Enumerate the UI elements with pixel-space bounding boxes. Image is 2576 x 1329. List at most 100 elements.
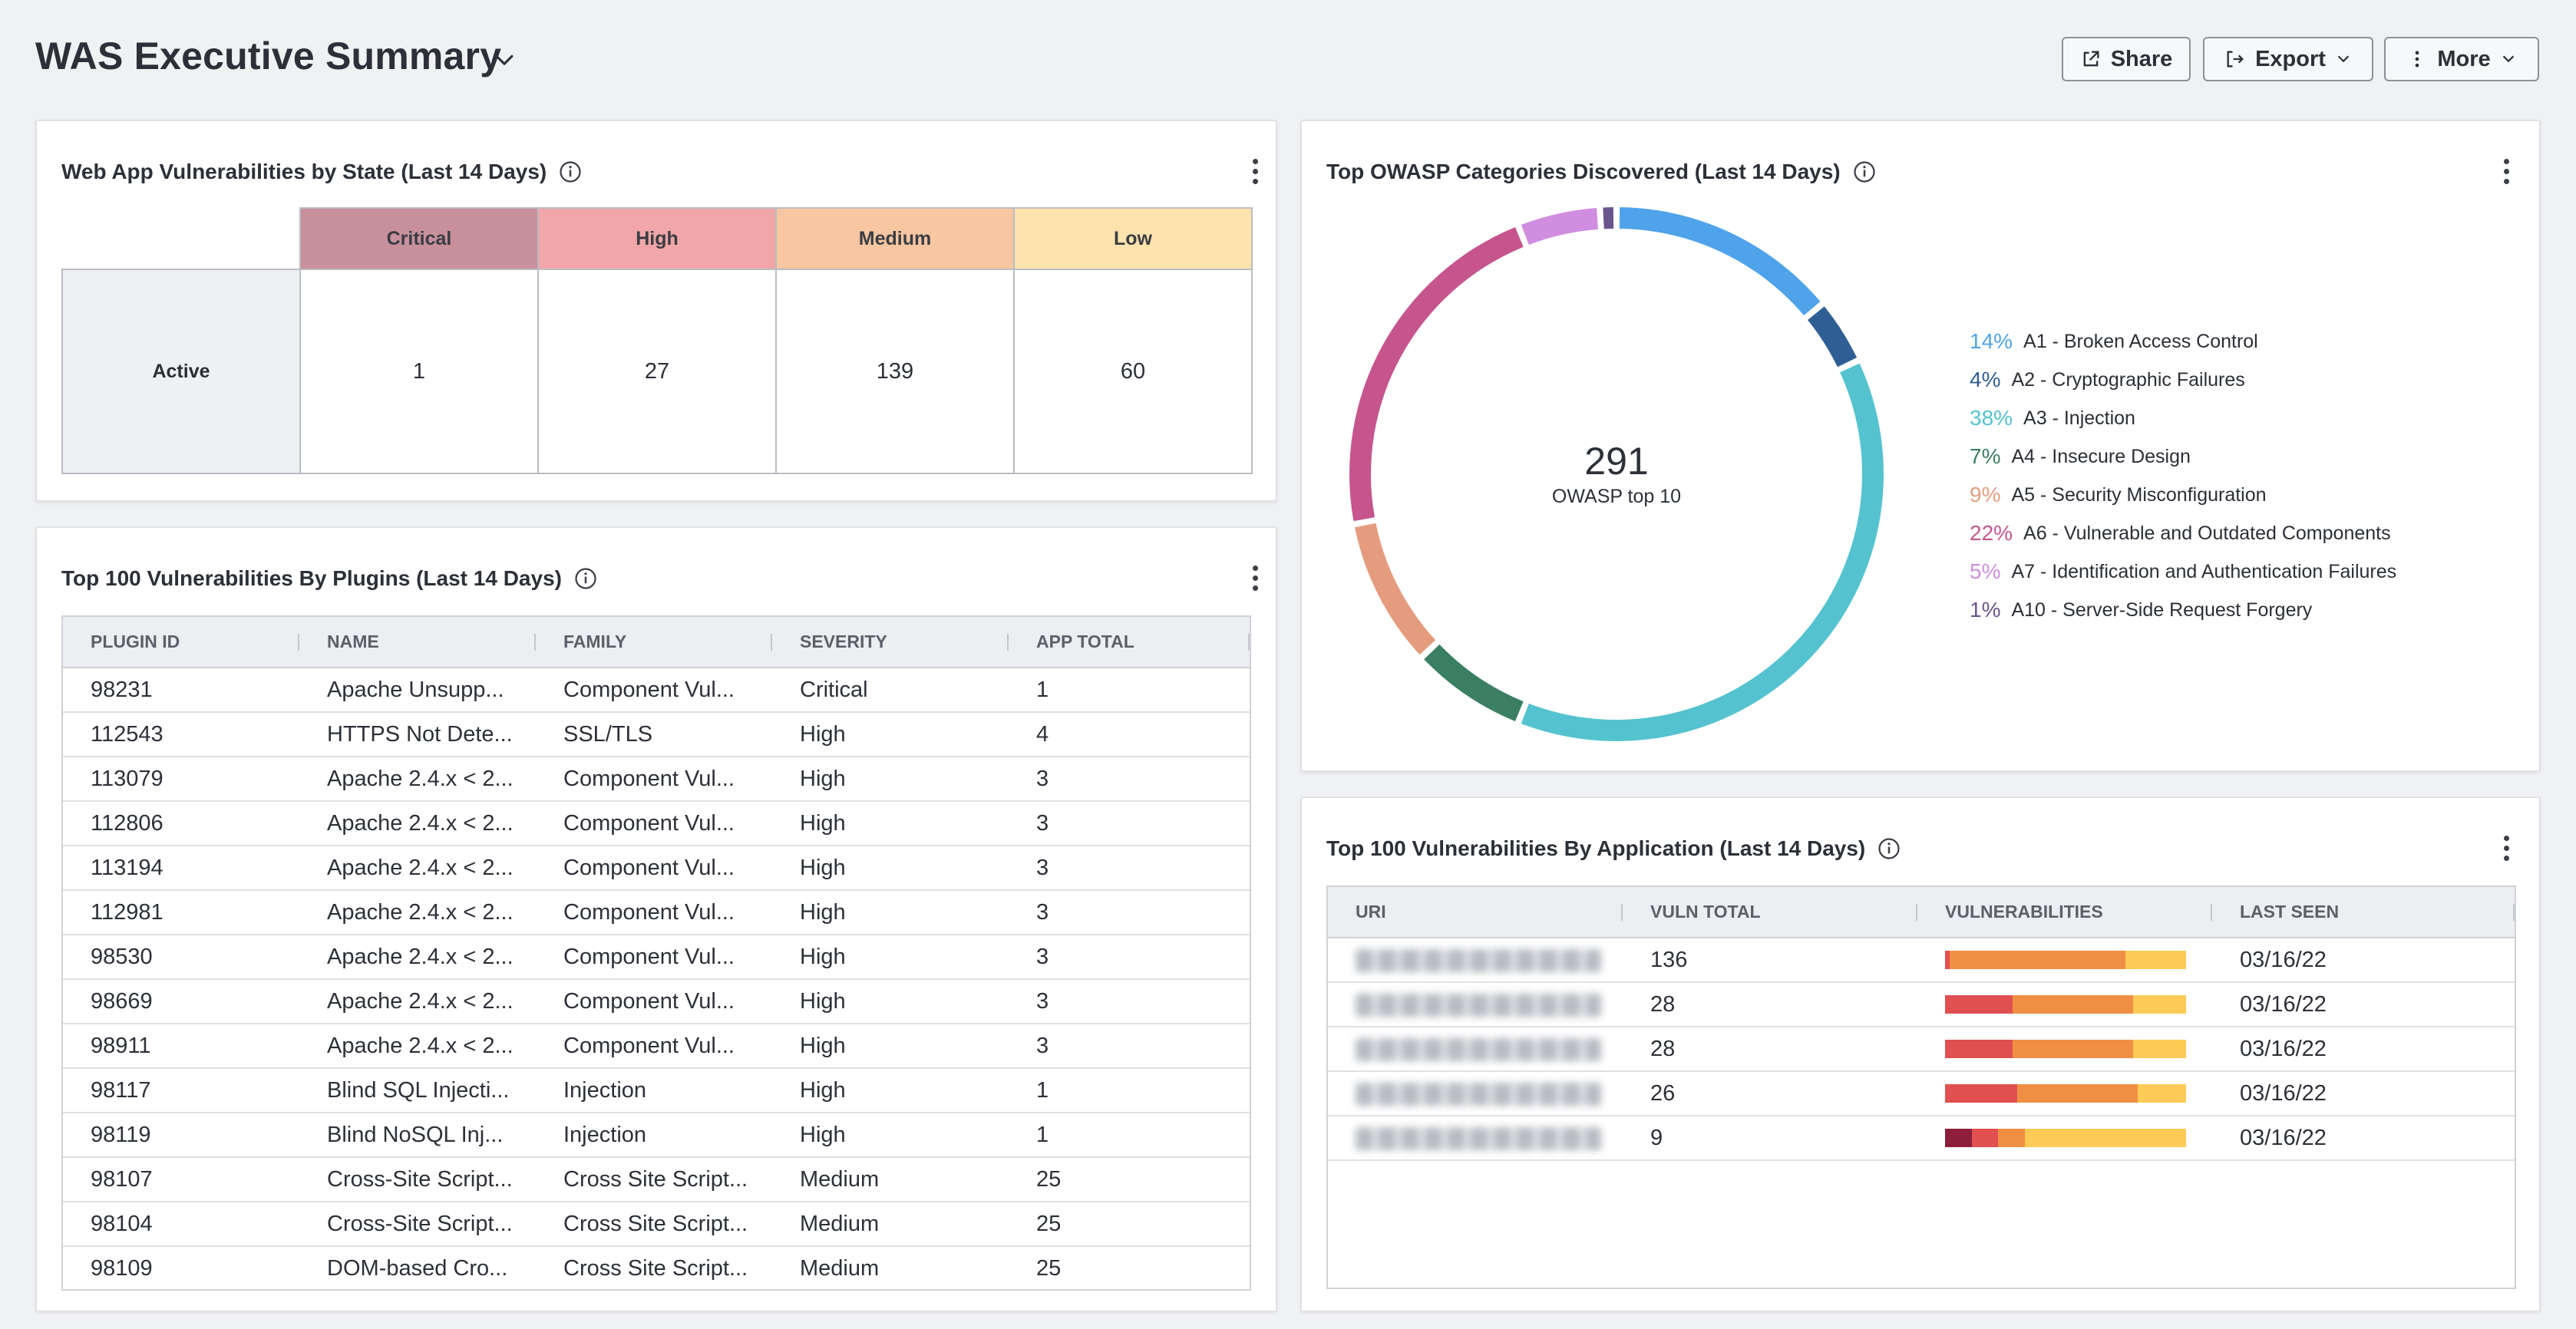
column-resize-handle[interactable] xyxy=(1916,904,1917,921)
table-row[interactable]: 98109 DOM-based Cro... Cross Site Script..… xyxy=(63,1246,1250,1289)
table-row[interactable]: 9 03/16/22 xyxy=(1328,1116,2515,1161)
active-high-count[interactable]: 27 xyxy=(537,269,777,474)
card-menu-kebab-icon[interactable] xyxy=(2495,830,2518,866)
table-row[interactable]: 113079 Apache 2.4.x < 2... Component Vul..… xyxy=(63,757,1250,802)
table-row[interactable]: 28 03/16/22 xyxy=(1328,1027,2515,1072)
card-title-text: Top 100 Vulnerabilities By Plugins (Last… xyxy=(61,566,562,590)
plugin-name-cell: Apache 2.4.x < 2... xyxy=(299,1024,536,1069)
table-row[interactable]: 98530 Apache 2.4.x < 2... Component Vul...… xyxy=(63,935,1250,980)
card-menu-kebab-icon[interactable] xyxy=(1243,560,1267,595)
export-button[interactable]: Export xyxy=(2203,37,2373,81)
owasp-categories-card: Top OWASP Categories Discovered (Last 14… xyxy=(1300,120,2541,772)
table-row[interactable]: 98117 Blind SQL Injecti... Injection High 1 xyxy=(63,1068,1250,1113)
table-row[interactable]: 98669 Apache 2.4.x < 2... Component Vul...… xyxy=(63,979,1250,1024)
severity-stacked-bar[interactable] xyxy=(1945,995,2186,1014)
severity-stacked-bar[interactable] xyxy=(1945,951,2186,969)
legend-label: A6 - Vulnerable and Outdated Components xyxy=(2023,522,2391,544)
col-family[interactable]: FAMILY xyxy=(536,617,772,668)
col-vuln-total[interactable]: VULN TOTAL xyxy=(1623,887,1917,938)
app-total-cell: 3 xyxy=(1009,757,1250,802)
bar-segment-low xyxy=(2132,1040,2186,1058)
donut-slice-a7[interactable] xyxy=(1521,207,1599,246)
table-row[interactable]: 28 03/16/22 xyxy=(1328,982,2515,1027)
card-menu-kebab-icon[interactable] xyxy=(1243,153,1267,189)
column-resize-handle[interactable] xyxy=(534,634,536,651)
vuln-total-cell: 136 xyxy=(1623,938,1917,983)
column-resize-handle[interactable] xyxy=(1621,904,1623,921)
active-critical-count[interactable]: 1 xyxy=(299,269,539,474)
uri-cell[interactable] xyxy=(1328,1027,1623,1072)
donut-slice-a10[interactable] xyxy=(1603,207,1614,229)
plugin-id-cell: 98530 xyxy=(63,935,299,980)
legend-item[interactable]: 5% A7 - Identification and Authentication… xyxy=(1970,552,2396,591)
last-seen-cell: 03/16/22 xyxy=(2212,1027,2515,1072)
uri-cell[interactable] xyxy=(1328,938,1623,983)
column-resize-handle[interactable] xyxy=(1007,634,1009,651)
plugin-family-cell: Cross Site Script... xyxy=(536,1246,772,1289)
column-resize-handle[interactable] xyxy=(2513,904,2515,921)
vulns-by-application-card: Top 100 Vulnerabilities By Application (… xyxy=(1300,796,2541,1312)
info-icon[interactable] xyxy=(1853,160,1876,183)
card-menu-kebab-icon[interactable] xyxy=(2495,153,2518,189)
legend-item[interactable]: 22% A6 - Vulnerable and Outdated Componen… xyxy=(1970,514,2396,552)
column-resize-handle[interactable] xyxy=(1248,634,1250,651)
col-uri[interactable]: URI xyxy=(1328,887,1623,938)
active-low-count[interactable]: 60 xyxy=(1013,269,1253,474)
state-col-critical[interactable]: Critical xyxy=(299,207,539,270)
column-resize-handle[interactable] xyxy=(771,634,772,651)
table-row[interactable]: 112806 Apache 2.4.x < 2... Component Vul..… xyxy=(63,801,1250,846)
state-col-medium[interactable]: Medium xyxy=(775,207,1015,270)
col-severity[interactable]: SEVERITY xyxy=(772,617,1009,668)
col-plugin-id[interactable]: PLUGIN ID xyxy=(63,617,299,668)
table-row[interactable]: 112543 HTTPS Not Dete... SSL/TLS High 4 xyxy=(63,712,1250,757)
info-icon[interactable] xyxy=(559,160,582,183)
legend-item[interactable]: 38% A3 - Injection xyxy=(1970,399,2396,437)
legend-label: A3 - Injection xyxy=(2023,407,2135,429)
legend-percent: 5% xyxy=(1970,559,2001,583)
legend-item[interactable]: 4% A2 - Cryptographic Failures xyxy=(1970,361,2396,399)
col-vulnerabilities[interactable]: VULNERABILITIES xyxy=(1917,887,2212,938)
table-row[interactable]: 98104 Cross-Site Script... Cross Site Scri… xyxy=(63,1202,1250,1247)
legend-item[interactable]: 14% A1 - Broken Access Control xyxy=(1970,322,2396,361)
app-total-cell: 3 xyxy=(1009,935,1250,980)
redacted-uri xyxy=(1356,948,1601,972)
table-row[interactable]: 98107 Cross-Site Script... Cross Site Scri… xyxy=(63,1157,1250,1202)
severity-stacked-bar[interactable] xyxy=(1945,1040,2186,1058)
col-last-seen[interactable]: LAST SEEN xyxy=(2212,887,2515,938)
severity-stacked-bar[interactable] xyxy=(1945,1084,2186,1103)
card-title: Top OWASP Categories Discovered (Last 14… xyxy=(1326,160,1876,184)
col-name[interactable]: NAME xyxy=(299,617,536,668)
donut-slice-a5[interactable] xyxy=(1354,523,1436,655)
donut-slice-a1[interactable] xyxy=(1619,207,1821,316)
state-col-high[interactable]: High xyxy=(537,207,777,270)
state-col-low[interactable]: Low xyxy=(1013,207,1253,270)
column-resize-handle[interactable] xyxy=(298,634,299,651)
table-row[interactable]: 98231 Apache Unsupp... Component Vul... Cri… xyxy=(63,668,1250,713)
info-icon[interactable] xyxy=(1878,837,1901,860)
table-row[interactable]: 98911 Apache 2.4.x < 2... Component Vul...… xyxy=(63,1024,1250,1069)
donut-slice-a2[interactable] xyxy=(1807,306,1858,368)
legend-item[interactable]: 9% A5 - Security Misconfiguration xyxy=(1970,476,2396,514)
legend-item[interactable]: 1% A10 - Server-Side Request Forgery xyxy=(1970,591,2396,629)
table-row[interactable]: 112981 Apache 2.4.x < 2... Component Vul..… xyxy=(63,890,1250,935)
col-app-total[interactable]: APP TOTAL xyxy=(1009,617,1250,668)
donut-slice-a4[interactable] xyxy=(1424,644,1524,722)
active-medium-count[interactable]: 139 xyxy=(775,269,1015,474)
uri-cell[interactable] xyxy=(1328,1071,1623,1116)
table-row[interactable]: 136 03/16/22 xyxy=(1328,938,2515,983)
severity-cell: High xyxy=(772,979,1009,1024)
donut-slice-a3[interactable] xyxy=(1521,363,1884,741)
table-row[interactable]: 98119 Blind NoSQL Inj... Injection High 1 xyxy=(63,1113,1250,1158)
legend-item[interactable]: 7% A4 - Insecure Design xyxy=(1970,437,2396,476)
uri-cell[interactable] xyxy=(1328,982,1623,1027)
share-button[interactable]: Share xyxy=(2062,37,2191,81)
table-row[interactable]: 113194 Apache 2.4.x < 2... Component Vul..… xyxy=(63,846,1250,891)
info-icon[interactable] xyxy=(574,567,597,590)
chevron-down-icon[interactable] xyxy=(491,48,517,74)
donut-slice-a6[interactable] xyxy=(1349,226,1524,522)
more-button[interactable]: More xyxy=(2384,37,2539,81)
column-resize-handle[interactable] xyxy=(2211,904,2212,921)
severity-stacked-bar[interactable] xyxy=(1945,1129,2186,1147)
uri-cell[interactable] xyxy=(1328,1116,1623,1161)
table-row[interactable]: 26 03/16/22 xyxy=(1328,1071,2515,1116)
